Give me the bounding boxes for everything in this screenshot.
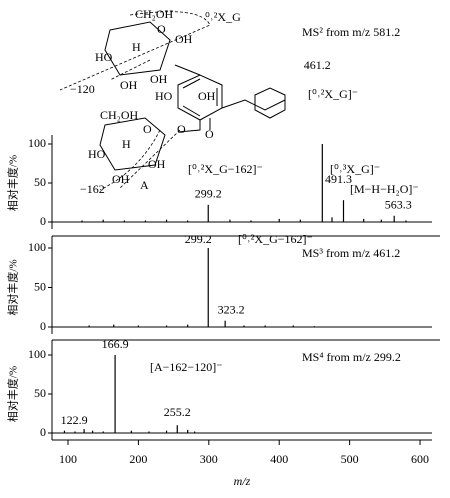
atom: OH <box>198 89 216 103</box>
atom: OH <box>150 72 168 86</box>
ion-label: [⁰˒²X_G−162]⁻ <box>238 232 313 246</box>
atom: O <box>157 22 166 36</box>
atom: OH <box>120 78 138 92</box>
peak-label: 461.2 <box>304 58 331 72</box>
peak-label: 122.9 <box>61 413 88 427</box>
atom: H <box>132 40 141 54</box>
ion-label: [⁰˒³X_G]⁻ <box>330 162 380 176</box>
ion-label: [⁰˒²X_G−162]⁻ <box>188 162 263 176</box>
peak-label: 166.9 <box>102 337 129 351</box>
y-tick-label: 100 <box>28 240 46 254</box>
atom: O <box>177 122 186 136</box>
loss-label: −162 <box>80 182 105 196</box>
y-tick-label: 0 <box>40 319 46 333</box>
atom: OH <box>148 157 166 171</box>
x-tick-label: 600 <box>411 452 429 466</box>
peak-label: 299.2 <box>185 232 212 246</box>
ion-label: [⁰˒²X_G]⁻ <box>308 87 358 101</box>
peak-label: 491.3 <box>325 172 352 186</box>
y-tick-label: 100 <box>28 347 46 361</box>
y-tick-label: 50 <box>34 175 46 189</box>
peak-label: 299.2 <box>195 187 222 201</box>
y-axis-label: 相对丰度/% <box>6 366 20 422</box>
loss-label: −120 <box>70 82 95 96</box>
atom: O <box>205 127 214 141</box>
y-tick-label: 50 <box>34 386 46 400</box>
atom: HO <box>95 50 113 64</box>
peak-label: 323.2 <box>218 302 245 316</box>
y-axis-label: 相对丰度/% <box>6 259 20 315</box>
atom: HO <box>88 147 106 161</box>
x-axis-label: m/z <box>234 474 251 488</box>
structure: CH₂OH OH HO H OH OH O O HO OH CH₂OH O HO… <box>59 7 286 196</box>
x-tick-label: 300 <box>200 452 218 466</box>
peak-label: 255.2 <box>164 405 191 419</box>
y-tick-label: 0 <box>40 214 46 228</box>
atom: CH₂OH <box>135 7 174 21</box>
fragment-label: A <box>140 178 149 192</box>
x-tick-label: 200 <box>129 452 147 466</box>
y-tick-label: 50 <box>34 279 46 293</box>
panel-title: MS⁴ from m/z 299.2 <box>302 350 401 364</box>
atom: CH₂OH <box>100 108 139 122</box>
atom: OH <box>112 172 130 186</box>
y-axis-label: 相对丰度/% <box>6 155 20 211</box>
x-tick-label: 100 <box>59 452 77 466</box>
panel-title: MS³ from m/z 461.2 <box>302 246 400 260</box>
panel-title: MS² from m/z 581.2 <box>302 25 400 39</box>
atom: H <box>122 137 131 151</box>
fragment-label: ⁰˒²X_G <box>205 10 241 24</box>
x-tick-label: 400 <box>270 452 288 466</box>
peak-label: 563.3 <box>385 198 412 212</box>
y-tick-label: 0 <box>40 425 46 439</box>
y-tick-label: 100 <box>28 136 46 150</box>
ion-label: [M−H−H₂O]⁻ <box>350 182 419 196</box>
x-tick-label: 500 <box>341 452 359 466</box>
ion-label: [A−162−120]⁻ <box>150 360 223 374</box>
atom: HO <box>155 89 173 103</box>
atom: O <box>143 122 152 136</box>
atom: OH <box>175 32 193 46</box>
